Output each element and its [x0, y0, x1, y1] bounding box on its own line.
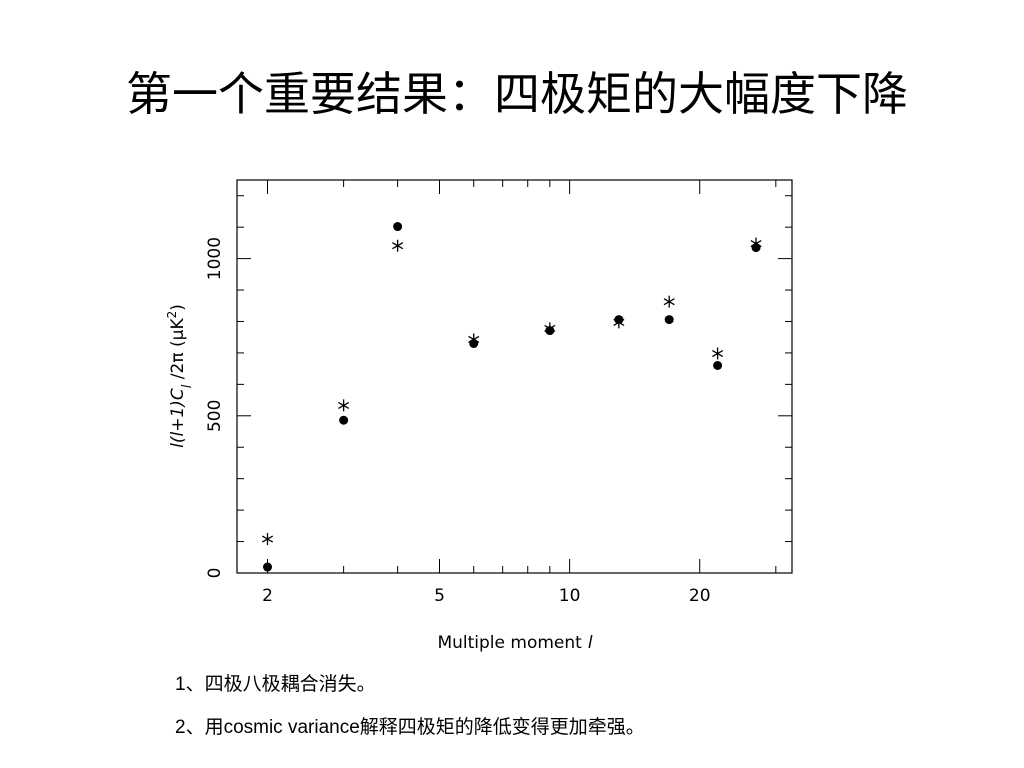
x-label-part: l	[588, 633, 593, 653]
dot-point	[713, 360, 723, 370]
note: 2、用cosmic variance解释四极矩的降低变得更加牵强。	[175, 716, 645, 738]
dot-point	[339, 415, 349, 425]
x-label-part: Multiple moment	[437, 633, 582, 653]
y-label-part: 2	[165, 311, 179, 319]
x-tick-label: 10	[559, 586, 581, 606]
note: 1、四极八极耦合消失。	[175, 673, 376, 695]
dot-point	[393, 222, 403, 232]
y-label-part: /2π (μK	[168, 318, 188, 385]
star-point	[663, 295, 675, 308]
star-point	[750, 237, 762, 250]
star-point	[338, 399, 350, 412]
dot-point	[664, 315, 674, 325]
star-point	[392, 239, 404, 252]
y-tick-label: 1000	[205, 237, 225, 280]
y-label-part: )	[168, 304, 188, 311]
y-axis-label: l(l+1)Cl /2π (μK2)	[165, 304, 195, 448]
dot-point	[263, 562, 273, 572]
y-label-part: l	[180, 384, 195, 388]
x-tick-label: 2	[262, 586, 273, 606]
plot-frame	[236, 179, 793, 574]
star-point	[613, 316, 625, 329]
star-point	[544, 322, 556, 335]
y-tick-label: 500	[205, 400, 225, 432]
x-axis-label: Multiple moment l	[437, 633, 592, 653]
slide-title: 第一个重要结果：四极矩的大幅度下降	[126, 67, 908, 121]
star-point	[712, 347, 724, 360]
x-tick-label: 5	[434, 586, 445, 606]
star-point	[261, 533, 274, 546]
y-tick-label: 0	[205, 568, 225, 579]
star-point	[468, 333, 480, 346]
y-label-part: l(l+1)C	[168, 388, 188, 448]
x-tick-label: 20	[689, 586, 711, 606]
